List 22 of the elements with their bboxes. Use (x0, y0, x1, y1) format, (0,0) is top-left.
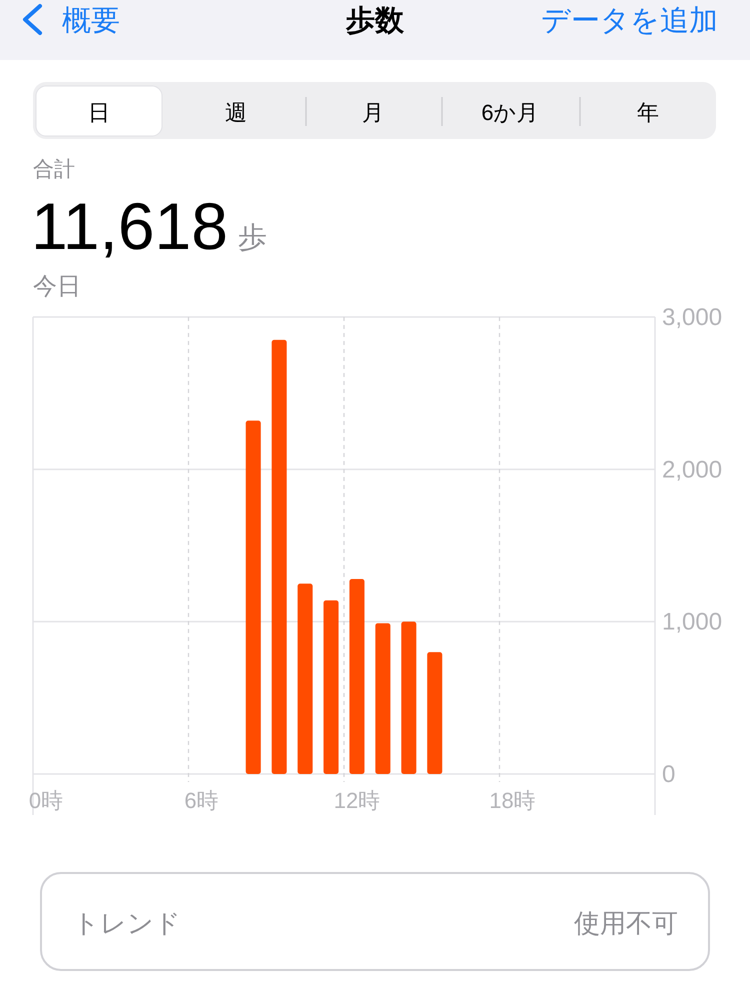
text: 合計 (33, 158, 75, 181)
text: 11,618 (31, 189, 228, 263)
text: 週 (225, 100, 247, 125)
chart-subtitle: 今日 (33, 273, 81, 300)
x-tick-label: 12時 (334, 788, 380, 813)
text: 日 (88, 100, 110, 125)
y-tick-label: 1,000 (662, 608, 722, 636)
text: 年 (637, 100, 659, 125)
chart-title: 歩数 (345, 5, 405, 37)
x-tick-label: 18時 (489, 788, 536, 813)
y-tick-label: 3,000 (662, 304, 722, 330)
text: 月 (362, 100, 384, 125)
text: 使用不可 (574, 908, 678, 938)
x-tick-label: 6時 (184, 788, 219, 813)
text: 6か月 (481, 100, 539, 125)
x-tick-label: 0時 (28, 788, 64, 813)
text: トレンド (73, 908, 181, 938)
text: 歩 (238, 222, 267, 254)
y-tick-label: 2,000 (662, 456, 722, 483)
text: データを追加 (541, 5, 718, 37)
text: 概要 (62, 5, 120, 37)
y-tick-label: 0 (662, 760, 676, 788)
